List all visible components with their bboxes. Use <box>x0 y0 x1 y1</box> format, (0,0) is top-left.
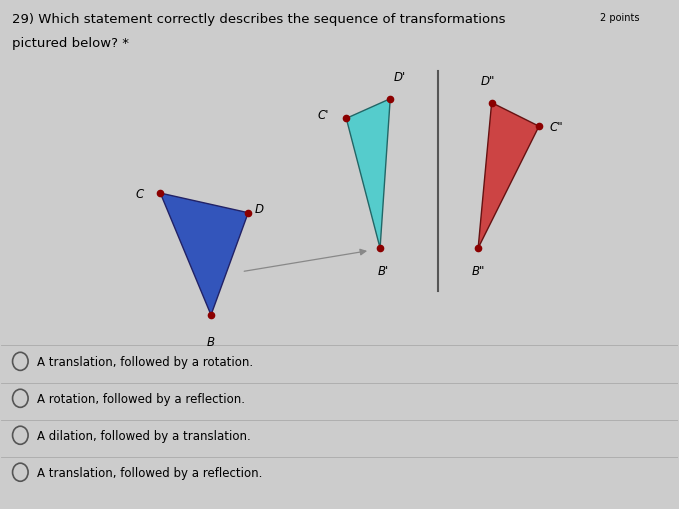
Text: 2 points: 2 points <box>600 13 640 23</box>
Text: pictured below? *: pictured below? * <box>12 37 128 50</box>
Text: C': C' <box>318 109 329 122</box>
Text: B': B' <box>378 264 389 277</box>
Text: C": C" <box>549 121 563 133</box>
Text: A rotation, followed by a reflection.: A rotation, followed by a reflection. <box>37 392 244 405</box>
Text: B: B <box>207 335 215 348</box>
Text: A dilation, followed by a translation.: A dilation, followed by a translation. <box>37 429 251 442</box>
Text: D: D <box>255 203 264 216</box>
Text: A translation, followed by a reflection.: A translation, followed by a reflection. <box>37 466 262 479</box>
Text: 29) Which statement correctly describes the sequence of transformations: 29) Which statement correctly describes … <box>12 13 505 26</box>
Text: B": B" <box>471 264 485 277</box>
Text: D': D' <box>394 71 406 84</box>
Text: C: C <box>135 187 143 200</box>
Text: D": D" <box>481 75 496 88</box>
Polygon shape <box>478 103 539 248</box>
Polygon shape <box>346 99 390 248</box>
Text: A translation, followed by a rotation.: A translation, followed by a rotation. <box>37 355 253 368</box>
Polygon shape <box>160 193 249 316</box>
